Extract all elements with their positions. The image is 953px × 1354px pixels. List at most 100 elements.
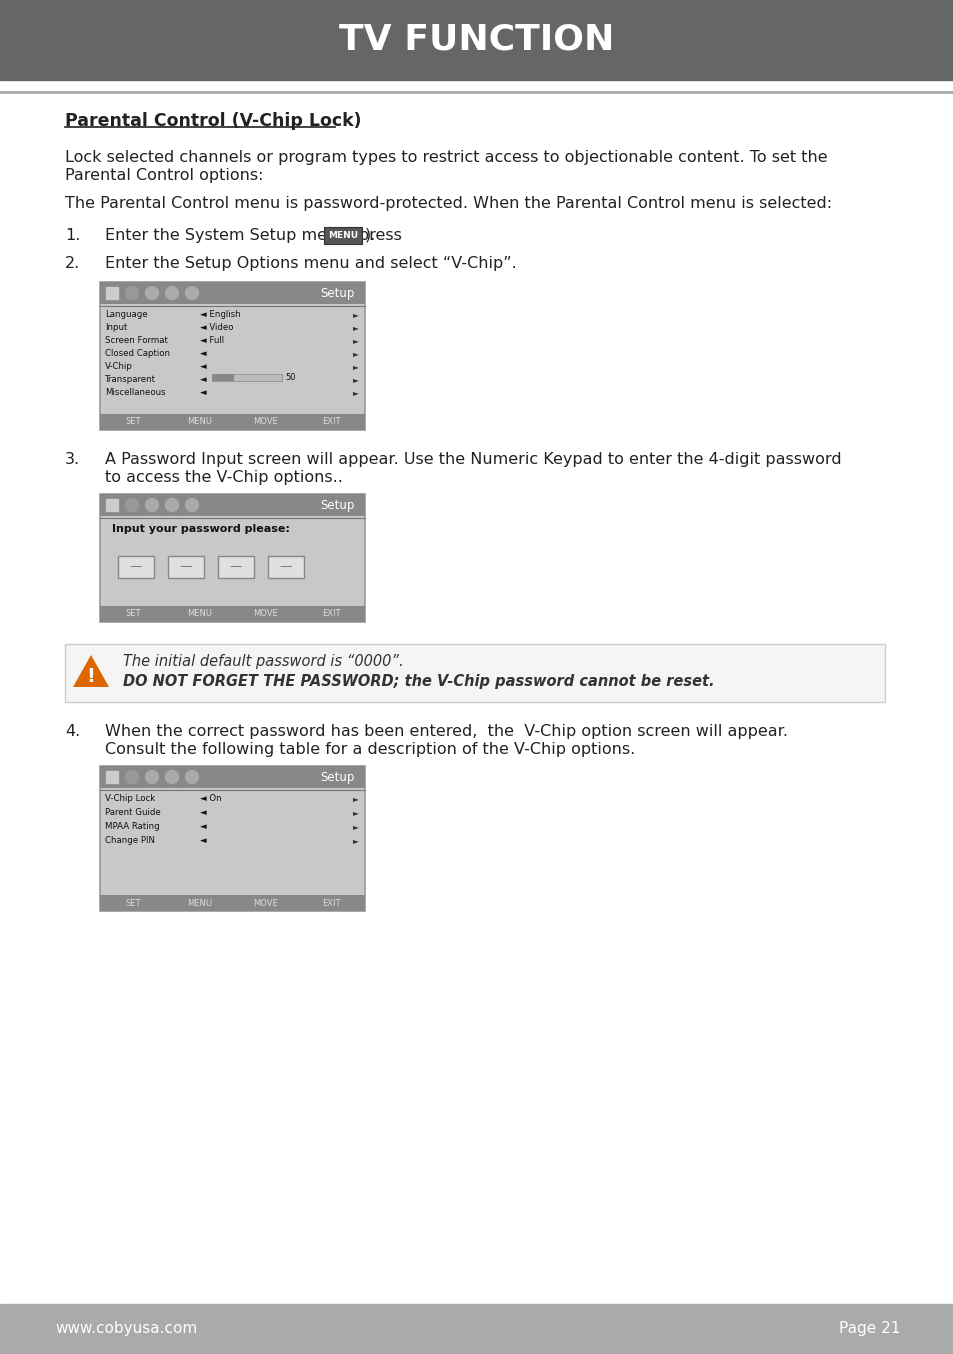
Circle shape	[126, 498, 138, 512]
Circle shape	[126, 770, 138, 784]
Circle shape	[165, 770, 178, 784]
Text: MOVE: MOVE	[253, 417, 277, 427]
Text: ►: ►	[353, 389, 358, 397]
Bar	[268, 556, 304, 578]
Text: —: —	[230, 561, 242, 574]
Text: ◄: ◄	[200, 822, 207, 831]
Text: Input: Input	[105, 324, 128, 332]
Text: !: !	[87, 666, 95, 685]
Bar	[100, 494, 365, 516]
Text: 2.: 2.	[65, 256, 80, 271]
Text: —: —	[279, 561, 292, 574]
Text: Consult the following table for a description of the V-Chip options.: Consult the following table for a descri…	[105, 742, 635, 757]
Text: Parental Control (V-Chip Lock): Parental Control (V-Chip Lock)	[65, 112, 361, 130]
Bar	[100, 282, 365, 305]
Text: EXIT: EXIT	[322, 417, 341, 427]
Text: Change PIN: Change PIN	[105, 835, 154, 845]
Circle shape	[146, 498, 158, 512]
Circle shape	[165, 287, 178, 299]
Text: TV FUNCTION: TV FUNCTION	[339, 23, 614, 57]
Text: Parent Guide: Parent Guide	[105, 808, 161, 816]
Polygon shape	[73, 655, 109, 686]
Bar	[0, 1304, 953, 1354]
Text: ►: ►	[353, 349, 358, 357]
Text: —: —	[130, 561, 142, 574]
Text: V-Chip: V-Chip	[105, 362, 132, 371]
Text: SET: SET	[125, 417, 141, 427]
Bar	[168, 556, 204, 578]
FancyBboxPatch shape	[323, 227, 361, 244]
Text: ◄: ◄	[200, 362, 207, 371]
Text: ◄: ◄	[200, 835, 207, 845]
Bar	[100, 414, 365, 431]
Text: MPAA Rating: MPAA Rating	[105, 822, 159, 831]
Text: ►: ►	[353, 793, 358, 803]
Text: Setup: Setup	[320, 770, 355, 784]
Text: When the correct password has been entered,  the  V-Chip option screen will appe: When the correct password has been enter…	[105, 724, 787, 739]
Text: ►: ►	[353, 336, 358, 345]
Text: ►: ►	[353, 310, 358, 320]
Text: ◄ Full: ◄ Full	[200, 336, 224, 345]
Circle shape	[185, 770, 198, 784]
Text: MOVE: MOVE	[253, 609, 277, 619]
Text: 4.: 4.	[65, 724, 80, 739]
Text: ◄: ◄	[200, 389, 207, 397]
Text: Enter the System Setup menu (press: Enter the System Setup menu (press	[105, 227, 407, 242]
Text: www.cobyusa.com: www.cobyusa.com	[55, 1322, 197, 1336]
Text: Page 21: Page 21	[838, 1322, 899, 1336]
Bar	[65, 645, 884, 701]
Text: Screen Format: Screen Format	[105, 336, 168, 345]
Bar	[100, 282, 365, 431]
Text: ◄: ◄	[200, 375, 207, 385]
Text: The initial default password is “0000”.: The initial default password is “0000”.	[123, 654, 403, 669]
Bar	[100, 895, 365, 911]
Text: ◄: ◄	[200, 349, 207, 357]
Text: EXIT: EXIT	[322, 609, 341, 619]
Text: 50: 50	[285, 372, 295, 382]
Text: ◄: ◄	[200, 808, 207, 816]
Text: ◄ On: ◄ On	[200, 793, 221, 803]
Text: MENU: MENU	[187, 899, 212, 907]
Text: Setup: Setup	[320, 498, 355, 512]
Text: Setup: Setup	[320, 287, 355, 299]
Bar	[100, 766, 365, 788]
Text: Transparent: Transparent	[105, 375, 156, 385]
Text: Miscellaneous: Miscellaneous	[105, 389, 166, 397]
Bar	[106, 770, 118, 783]
Text: MENU: MENU	[328, 230, 357, 240]
Text: DO NOT FORGET THE PASSWORD; the V-Chip password cannot be reset.: DO NOT FORGET THE PASSWORD; the V-Chip p…	[123, 674, 714, 689]
Bar	[106, 500, 118, 510]
Bar	[212, 374, 233, 380]
Bar	[106, 287, 118, 299]
Text: to access the V-Chip options..: to access the V-Chip options..	[105, 470, 342, 485]
Text: SET: SET	[125, 609, 141, 619]
Bar	[100, 607, 365, 621]
Bar	[218, 556, 253, 578]
Text: A Password Input screen will appear. Use the Numeric Keypad to enter the 4-digit: A Password Input screen will appear. Use…	[105, 452, 841, 467]
Text: EXIT: EXIT	[322, 899, 341, 907]
Text: MENU: MENU	[187, 609, 212, 619]
Text: ►: ►	[353, 324, 358, 332]
Text: ►: ►	[353, 362, 358, 371]
Text: Input your password please:: Input your password please:	[112, 524, 290, 533]
Text: 3.: 3.	[65, 452, 80, 467]
Text: ◄ Video: ◄ Video	[200, 324, 233, 332]
Text: ►: ►	[353, 835, 358, 845]
Text: ◄ English: ◄ English	[200, 310, 240, 320]
Text: MENU: MENU	[187, 417, 212, 427]
Text: 1.: 1.	[65, 227, 80, 242]
Text: Closed Caption: Closed Caption	[105, 349, 170, 357]
Circle shape	[146, 287, 158, 299]
Text: —: —	[179, 561, 193, 574]
Bar	[100, 766, 365, 911]
Circle shape	[185, 287, 198, 299]
Circle shape	[185, 498, 198, 512]
Text: Enter the Setup Options menu and select “V-Chip”.: Enter the Setup Options menu and select …	[105, 256, 517, 271]
Circle shape	[165, 498, 178, 512]
Text: ►: ►	[353, 808, 358, 816]
Text: V-Chip Lock: V-Chip Lock	[105, 793, 155, 803]
Circle shape	[146, 770, 158, 784]
Text: ).: ).	[364, 227, 375, 242]
Text: ►: ►	[353, 375, 358, 385]
Text: Lock selected channels or program types to restrict access to objectionable cont: Lock selected channels or program types …	[65, 150, 827, 165]
